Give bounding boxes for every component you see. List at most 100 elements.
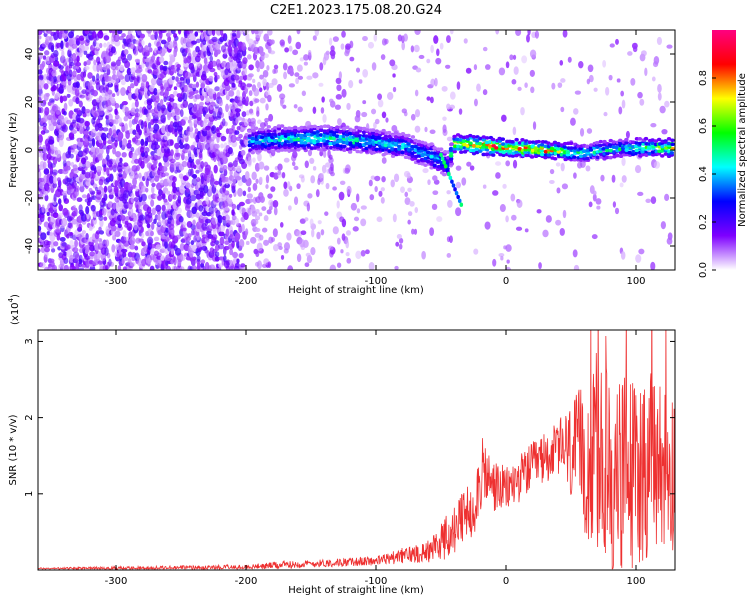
- spectrogram-noise-cell: [401, 41, 406, 51]
- spectrogram-noise-cell: [55, 227, 61, 233]
- spectrogram-noise-cell: [107, 89, 113, 95]
- spectrogram-noise-cell: [76, 197, 83, 203]
- spectrogram-noise-cell: [213, 164, 218, 174]
- spectrogram-noise-cell: [44, 247, 50, 253]
- spectrogram-signal-cell: [578, 154, 584, 158]
- snr-y-tick-label: 1: [24, 491, 35, 497]
- spectrogram-noise-cell: [429, 96, 434, 104]
- spectrogram-noise-cell: [95, 73, 100, 81]
- spectrogram-noise-cell: [43, 73, 48, 81]
- spectrogram-noise-cell: [618, 106, 623, 115]
- spectrogram-noise-cell: [332, 186, 337, 191]
- spectrogram-noise-cell: [248, 64, 254, 71]
- spectrogram-noise-cell: [346, 102, 351, 111]
- spectrogram-noise-cell: [186, 187, 190, 193]
- spectrogram-signal-cell: [440, 156, 445, 161]
- spectrogram-noise-cell: [38, 35, 42, 40]
- spectrogram-noise-cell: [62, 159, 67, 167]
- spectrogram-noise-cell: [306, 255, 313, 264]
- spectrogram-noise-cell: [517, 86, 522, 91]
- snr-frame: [37, 329, 676, 571]
- spectrogram-signal-cell: [549, 146, 555, 151]
- spectrogram-signal-cell: [462, 142, 467, 147]
- spectrogram-noise-cell: [600, 174, 605, 182]
- spectrogram-noise-cell: [121, 101, 128, 106]
- spectrogram-signal-cell: [601, 143, 607, 147]
- spectrogram-noise-cell: [199, 132, 203, 140]
- spectrogram-signal-cell: [471, 143, 477, 148]
- spectrogram-noise-cell: [169, 94, 175, 99]
- spectrogram-noise-cell: [400, 186, 405, 193]
- spectrogram-noise-cell: [154, 214, 159, 221]
- snr-x-label: Height of straight line (km): [288, 585, 424, 596]
- spectrogram-signal-cell: [448, 157, 454, 161]
- spectrogram-noise-cell: [163, 60, 169, 66]
- spectrogram-signal-cell: [443, 164, 448, 169]
- spectrogram-signal-cell: [552, 140, 558, 145]
- spectrogram-noise-cell: [38, 225, 42, 232]
- spectrogram-noise-cell: [91, 137, 96, 147]
- spectrogram-noise-cell: [196, 255, 201, 262]
- spectrogram-noise-cell: [303, 54, 309, 61]
- spectrogram-noise-cell: [174, 247, 182, 256]
- spectrogram-noise-cell: [277, 163, 283, 171]
- spectrogram-noise-cell: [236, 89, 241, 98]
- spectrogram-noise-cell: [237, 180, 243, 187]
- spectrogram-noise-cell: [465, 67, 472, 74]
- spectrogram-noise-cell: [98, 186, 103, 191]
- spectrogram-signal-cell: [539, 142, 545, 147]
- spectrogram-noise-cell: [211, 125, 217, 134]
- spectrogram-noise-cell: [251, 171, 257, 181]
- spectrogram-noise-cell: [432, 175, 438, 182]
- spectrogram-noise-cell: [526, 34, 530, 43]
- spectrogram-noise-cell: [242, 90, 247, 100]
- spectrogram-signal-cell: [299, 125, 304, 130]
- spectrogram-noise-cell: [360, 218, 367, 227]
- spectrogram-noise-cell: [231, 209, 235, 216]
- spectrogram-signal-cell: [390, 154, 396, 158]
- spectrogram-signal-cell: [283, 142, 288, 147]
- spectrogram-noise-cell: [445, 64, 451, 69]
- spectrogram-noise-cell: [336, 84, 342, 92]
- spectrogram-noise-cell: [185, 77, 191, 85]
- spectrogram-noise-cell: [184, 155, 189, 161]
- spectrogram-noise-cell: [498, 67, 506, 76]
- spectrogram-noise-cell: [158, 189, 163, 196]
- spectrogram-noise-cell: [222, 53, 228, 59]
- spectrogram-noise-cell: [121, 151, 127, 158]
- spectrogram-noise-cell: [157, 213, 161, 221]
- spectrogram-noise-cell: [499, 204, 506, 212]
- spectrogram-noise-cell: [309, 218, 314, 227]
- spectrogram-noise-cell: [52, 156, 58, 165]
- spectrogram-noise-cell: [97, 146, 104, 156]
- spectrogram-noise-cell: [121, 33, 126, 38]
- spectrogram-signal-cell: [263, 144, 268, 149]
- spectrogram-noise-cell: [200, 160, 205, 169]
- spectrogram-noise-cell: [156, 41, 162, 49]
- spectrogram-noise-cell: [150, 199, 155, 207]
- spectrogram-noise-cell: [340, 43, 345, 50]
- spectrogram-noise-cell: [50, 248, 56, 253]
- spectrogram-noise-cell: [258, 87, 263, 93]
- spectrogram-noise-cell: [411, 228, 415, 235]
- spectrogram-noise-cell: [329, 154, 333, 160]
- spectrogram-signal-cell: [627, 143, 632, 148]
- spectrogram-noise-cell: [173, 265, 178, 270]
- spectrogram-noise-cell: [81, 106, 86, 114]
- spectrogram-noise-cell: [231, 30, 237, 33]
- spectrogram-noise-cell: [127, 182, 133, 192]
- spectrogram-noise-cell: [231, 60, 238, 67]
- spectrogram-noise-cell: [56, 30, 60, 35]
- spectrogram-noise-cell: [95, 230, 101, 235]
- spectrogram-noise-cell: [587, 64, 594, 73]
- spectrogram-noise-cell: [511, 214, 517, 221]
- spectrogram-noise-cell: [461, 177, 467, 186]
- spectrogram-noise-cell: [48, 42, 55, 50]
- spectrogram-y-ticks: -40 -20 0 20 40: [24, 48, 675, 254]
- spectrogram-noise-cell: [246, 110, 250, 116]
- spectrogram-noise-cell: [179, 266, 185, 270]
- spectrogram-signal-cell: [270, 149, 276, 153]
- spectrogram-noise-cell: [551, 82, 556, 90]
- spectrogram-noise-cell: [179, 143, 185, 149]
- spectrogram-noise-cell: [175, 234, 181, 240]
